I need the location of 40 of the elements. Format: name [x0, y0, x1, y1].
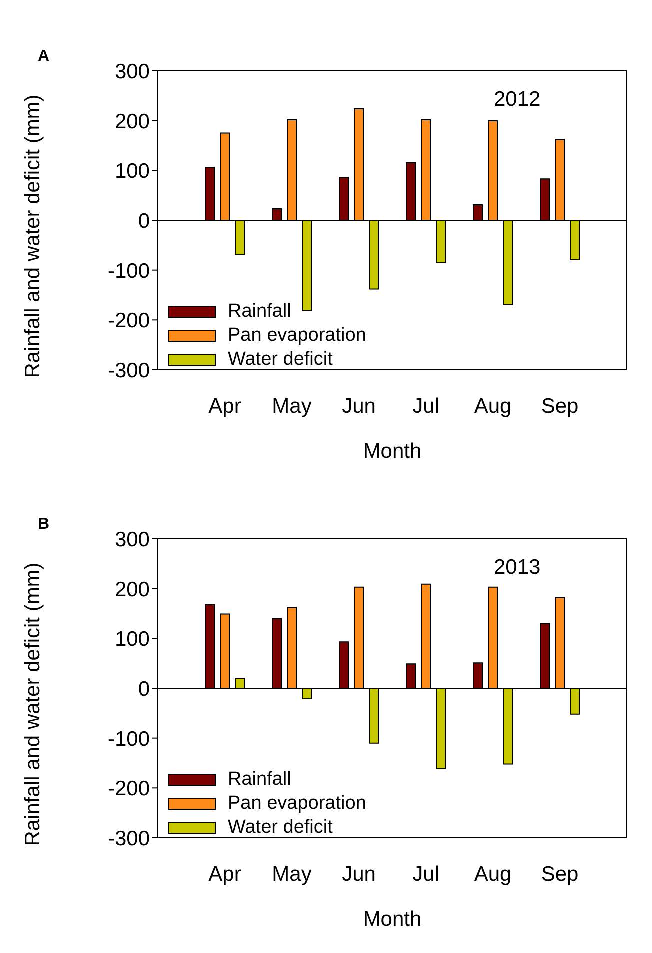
y-tick-label: 100	[114, 628, 150, 652]
chart-title: A	[38, 48, 50, 66]
x-tick-label: Jun	[342, 862, 376, 886]
y-tick-label: 300	[114, 60, 150, 84]
y-tick-label: -300	[108, 359, 150, 382]
legend-label: Water deficit	[228, 348, 333, 372]
y-tick-label: -200	[108, 310, 150, 333]
legend-label: Pan evaporation	[228, 792, 366, 816]
x-tick-label: Apr	[208, 394, 242, 418]
x-tick-label: May	[272, 862, 312, 886]
y-tick-label: -300	[108, 827, 150, 850]
annotation: 2012	[494, 88, 541, 112]
legend-label: Rainfall	[228, 300, 292, 324]
y-tick-label: 300	[114, 528, 150, 552]
chart-title: B	[38, 516, 50, 534]
y-tick-label: 0	[138, 678, 150, 701]
y-tick-label: 0	[138, 210, 150, 233]
y-tick-label: -100	[108, 260, 150, 283]
legend-label: Water deficit	[228, 816, 333, 840]
y-tick-label: -100	[108, 728, 150, 751]
legend-label: Rainfall	[228, 768, 292, 792]
x-tick-label: Aug	[474, 394, 512, 418]
y-tick-label: 100	[114, 160, 150, 184]
y-tick-label: 200	[114, 578, 150, 602]
x-tick-label: Jun	[342, 394, 376, 418]
y-axis-title: Rainfall and water deficit (mm)	[21, 562, 44, 846]
annotation: 2013	[494, 556, 541, 580]
x-axis-title: Month	[363, 908, 422, 931]
x-tick-label: Jul	[412, 862, 440, 886]
x-tick-label: Sep	[541, 862, 579, 886]
x-tick-label: Jul	[412, 394, 440, 418]
y-axis-title: Rainfall and water deficit (mm)	[21, 94, 44, 378]
x-tick-label: Aug	[474, 862, 512, 886]
legend-label: Pan evaporation	[228, 324, 366, 348]
x-tick-label: May	[272, 394, 312, 418]
y-tick-label: 200	[114, 110, 150, 134]
x-tick-label: Sep	[541, 394, 579, 418]
x-tick-label: Apr	[208, 862, 242, 886]
y-tick-label: -200	[108, 778, 150, 801]
x-axis-title: Month	[363, 440, 422, 463]
